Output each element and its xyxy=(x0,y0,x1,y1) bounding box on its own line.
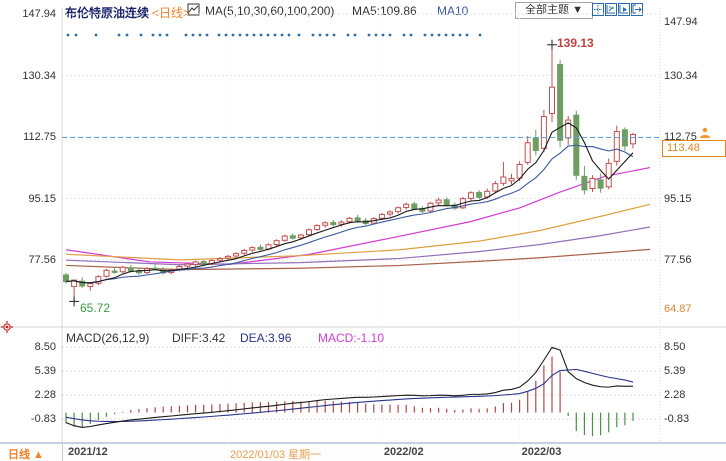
macd-formula-label[interactable]: MACD(26,12,9) xyxy=(66,331,150,345)
bottom-divider xyxy=(62,444,63,461)
date-tick: 2022/03 xyxy=(521,446,562,458)
macd-tick-right: 2.28 xyxy=(664,388,686,401)
theme-dropdown[interactable]: 全部主题 ▼ xyxy=(515,2,593,19)
macd-diff-value: DIFF:3.42 xyxy=(172,331,226,345)
macd-dea-value: DEA:3.96 xyxy=(240,331,292,345)
date-tick: 2021/12 xyxy=(68,446,108,458)
axis-min-label: 64.87 xyxy=(664,303,692,315)
low-price-annotation: 65.72 xyxy=(80,301,111,315)
last-price-badge[interactable]: 113.48 xyxy=(662,140,726,157)
price-tick-left: 95.15 xyxy=(28,192,56,205)
time-axis-bar xyxy=(0,444,726,461)
high-price-annotation: 139.13 xyxy=(557,36,594,50)
macd-tick-right: 8.50 xyxy=(664,341,686,353)
period-selector[interactable]: 日线 ▲ xyxy=(8,449,44,461)
crosshair-icon[interactable] xyxy=(592,3,604,16)
price-tick-left: 130.34 xyxy=(22,69,56,82)
popout-icon[interactable] xyxy=(631,3,643,16)
price-tick-right: 147.94 xyxy=(664,16,698,28)
price-tick-right: 112.75 xyxy=(664,130,697,143)
macd-tick-left: 2.28 xyxy=(34,388,56,401)
macd-tick-right: -0.83 xyxy=(664,412,690,425)
kline-icon xyxy=(187,3,200,21)
macd-tick-left: -0.83 xyxy=(30,412,56,425)
price-tick-left: 147.94 xyxy=(22,8,56,20)
date-tick: 2022/02 xyxy=(383,446,424,458)
price-tick-right: 95.15 xyxy=(664,192,692,205)
playback-icon[interactable] xyxy=(618,3,630,16)
price-tick-right: 77.56 xyxy=(664,253,692,266)
indicator-target-icon[interactable] xyxy=(0,320,14,339)
price-tick-left: 77.56 xyxy=(28,253,56,266)
ma10-value: MA10 xyxy=(437,4,469,18)
period-tag[interactable]: <日线> xyxy=(152,6,191,20)
range-stats-icon[interactable] xyxy=(605,3,617,16)
ma5-value: MA5:109.86 xyxy=(352,4,417,18)
price-tick-left: 112.75 xyxy=(23,130,56,143)
date-tick: 2022/01/03 星期一 xyxy=(230,449,322,461)
macd-tick-right: 5.39 xyxy=(664,364,686,377)
price-tick-right: 130.34 xyxy=(664,69,698,82)
macd-hist-value: MACD:-1.10 xyxy=(318,331,385,345)
macd-tick-left: 5.39 xyxy=(34,364,56,377)
user-marker-icon xyxy=(699,126,711,144)
instrument-title: 布伦特原油连续 xyxy=(65,6,150,20)
macd-tick-left: 8.50 xyxy=(34,341,56,353)
